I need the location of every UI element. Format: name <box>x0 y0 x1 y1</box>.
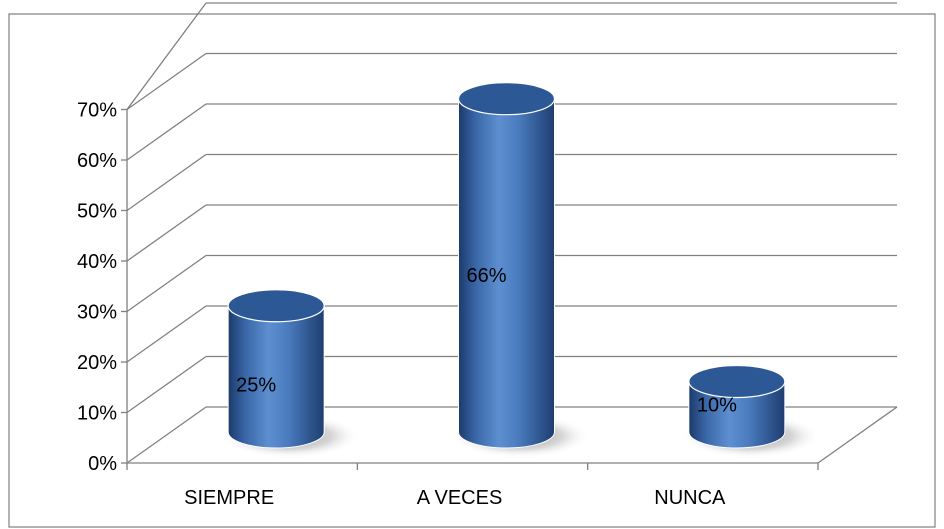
y-tick-label: 30% <box>77 302 117 324</box>
x-tick-label: A VECES <box>417 487 503 509</box>
bar-top <box>227 289 325 323</box>
bar <box>688 381 786 449</box>
y-tick-label: 0% <box>88 453 117 475</box>
bar-siempre <box>227 289 325 449</box>
data-label: 66% <box>467 265 507 287</box>
gridline-diagonal <box>126 254 207 313</box>
bar-nunca <box>688 364 786 449</box>
data-label: 10% <box>697 395 737 417</box>
data-label: 25% <box>236 375 276 397</box>
gridline-diagonal <box>126 305 207 363</box>
y-tick-label: 10% <box>77 403 117 425</box>
floor-edge <box>817 406 898 464</box>
gridline-diagonal-top <box>126 2 207 110</box>
gridline-diagonal <box>126 103 207 161</box>
x-tick-label: NUNCA <box>654 487 726 509</box>
y-tick-label: 70% <box>77 100 117 122</box>
bar <box>227 305 325 449</box>
gridline-diagonal <box>126 406 207 464</box>
y-tick-label: 20% <box>77 352 117 374</box>
gridline-diagonal <box>126 355 207 414</box>
y-tick-label: 40% <box>77 251 117 273</box>
gridline-diagonal <box>126 204 207 262</box>
bar-top <box>688 364 786 399</box>
y-tick-label: 50% <box>77 201 117 223</box>
gridline-diagonal <box>126 153 207 212</box>
gridline-diagonal <box>126 52 207 111</box>
bar-a-veces <box>457 82 556 449</box>
axes <box>121 108 898 470</box>
labels: 0% 10% 20% 30% 40% 50% 60% 70% 25% SIEMPRE 66% A VE… <box>77 100 737 510</box>
bar-top <box>457 82 556 116</box>
bar <box>458 98 555 449</box>
y-tick-label: 60% <box>77 150 117 172</box>
bars <box>227 82 786 449</box>
x-tick-label: SIEMPRE <box>184 487 274 509</box>
